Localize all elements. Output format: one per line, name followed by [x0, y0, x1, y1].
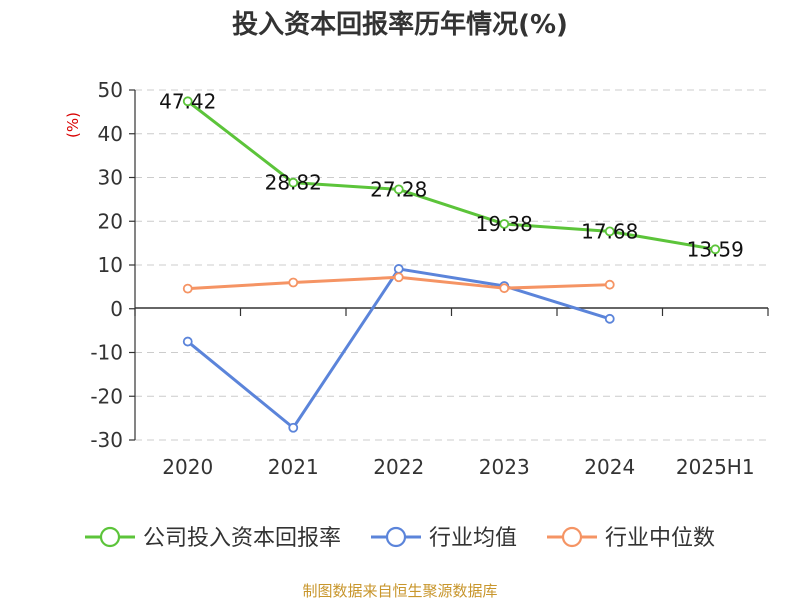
data-point: [288, 422, 299, 433]
x-tick-label: 2024: [584, 455, 635, 479]
data-point: [710, 244, 721, 255]
data-label: 28.82: [265, 171, 322, 195]
data-point: [604, 279, 615, 290]
x-tick-label: 2023: [479, 455, 530, 479]
y-tick-label: -10: [90, 341, 123, 365]
y-tick-label: 50: [98, 78, 123, 102]
data-label: 17.68: [581, 219, 638, 243]
axes: 50 40 30 20 10 0 -10 -20 -30 2020 2021 2022 2023 2024…: [90, 78, 769, 479]
grid: [135, 89, 768, 441]
data-label: 27.28: [370, 177, 427, 201]
data-label: 19.38: [476, 212, 533, 236]
legend-swatch-marker: [385, 526, 407, 548]
data-label: 47.42: [159, 89, 216, 113]
data-label: 13.59: [687, 237, 744, 261]
data-point: [604, 313, 615, 324]
legend-label: 行业中位数: [605, 526, 715, 551]
legend-label: 行业均值: [429, 526, 517, 551]
x-tick-label: 2022: [373, 455, 424, 479]
data-point: [288, 277, 299, 288]
data-point: [288, 177, 299, 188]
data-labels: 47.42 28.82 27.28 19.38 17.68 13.59: [159, 89, 744, 261]
x-tick-label: 2021: [268, 455, 319, 479]
legend-swatch-marker: [561, 526, 583, 548]
data-point: [393, 272, 404, 283]
y-tick-label: 30: [98, 166, 123, 190]
y-tick-label: 20: [98, 209, 123, 233]
data-point: [499, 219, 510, 229]
y-axis-label: (%): [64, 112, 82, 138]
legend: 公司投入资本回报率 行业均值 行业中位数: [85, 526, 715, 551]
data-point: [182, 336, 193, 347]
data-point: [182, 283, 193, 294]
source-note: 制图数据来自恒生聚源数据库: [302, 582, 497, 600]
x-tick-label: 2025H1: [676, 455, 755, 479]
legend-swatch-marker: [99, 526, 121, 548]
data-point: [393, 264, 404, 274]
y-tick-label: 40: [98, 122, 123, 146]
legend-label: 公司投入资本回报率: [143, 526, 341, 551]
y-tick-label: -30: [90, 428, 123, 452]
chart-title: 投入资本回报率历年情况(%): [232, 9, 568, 40]
data-point: [393, 184, 404, 195]
series-layer: [182, 96, 721, 433]
y-tick-label: 0: [110, 297, 123, 321]
y-tick-label: 10: [98, 253, 123, 277]
data-point: [499, 283, 510, 294]
series-line-0: [186, 99, 717, 251]
data-point: [604, 226, 615, 237]
data-point: [182, 96, 193, 107]
x-tick-label: 2020: [162, 455, 213, 479]
series-line-1: [186, 267, 612, 430]
y-tick-label: -20: [90, 384, 123, 408]
